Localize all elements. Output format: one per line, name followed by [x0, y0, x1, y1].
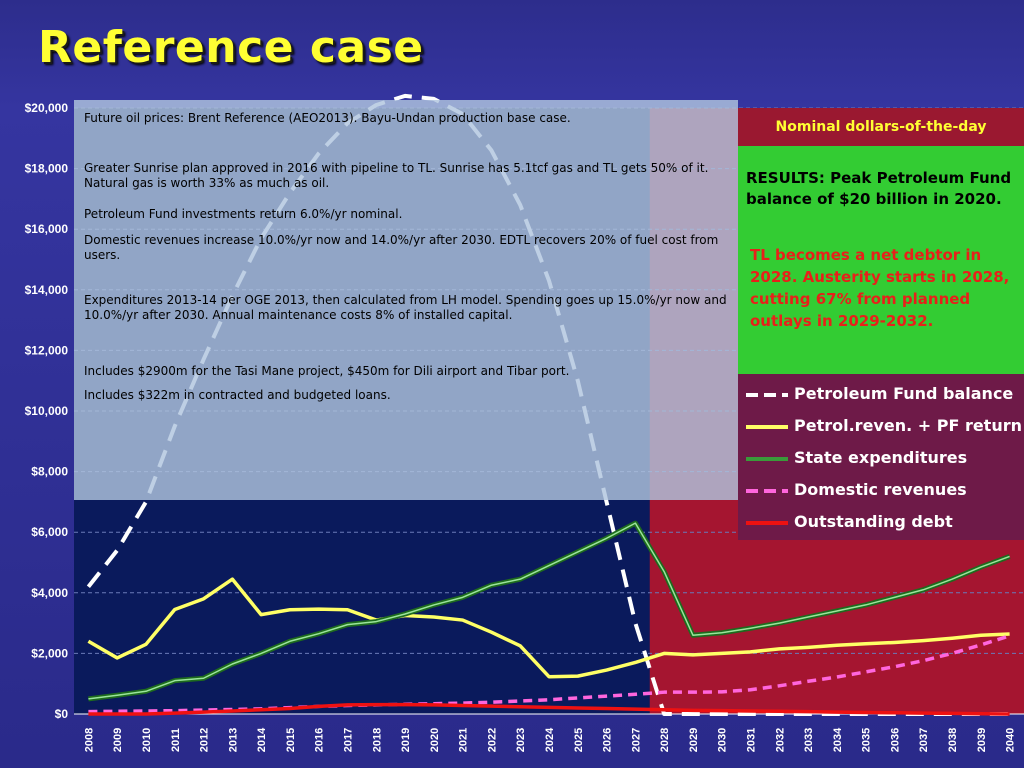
x-tick-label: 2023: [515, 728, 527, 752]
x-tick-label: 2025: [573, 728, 585, 752]
y-tick-label: $6,000: [31, 525, 68, 539]
legend-item: Petroleum Fund balance: [744, 382, 1024, 408]
x-tick-label: 2030: [717, 728, 729, 752]
x-tick-label: 2036: [889, 728, 901, 752]
slide-title: Reference case: [38, 22, 424, 73]
x-tick-label: 2010: [141, 728, 153, 752]
legend-item: State expenditures: [744, 446, 1024, 472]
x-tick-label: 2020: [429, 728, 441, 752]
assumptions-panel: [74, 100, 738, 500]
x-tick-label: 2031: [746, 728, 758, 752]
results-panel: RESULTS: Peak Petroleum Fund balance of …: [738, 146, 1024, 374]
series-line-state-expenditures: [88, 522, 1010, 700]
x-tick-label: 2040: [1005, 728, 1017, 752]
y-tick-label: $2,000: [31, 646, 68, 660]
y-tick-label: $4,000: [31, 586, 68, 600]
x-tick-label: 2035: [861, 728, 873, 752]
x-tick-label: 2034: [832, 727, 844, 752]
y-tick-label: $8,000: [31, 465, 68, 479]
legend-label: Domestic revenues: [794, 480, 967, 499]
x-tick-label: 2022: [486, 728, 498, 752]
x-tick-label: 2008: [83, 728, 95, 752]
results-text: RESULTS: Peak Petroleum Fund balance of …: [746, 169, 1012, 208]
legend-label: Petroleum Fund balance: [794, 384, 1014, 403]
x-tick-label: 2015: [285, 728, 297, 752]
x-tick-label: 2021: [458, 728, 470, 752]
y-tick-label: $0: [55, 707, 69, 721]
x-tick-label: 2009: [112, 728, 124, 752]
legend-item: Domestic revenues: [744, 478, 1024, 504]
x-tick-label: 2038: [947, 728, 959, 752]
y-tick-label: $16,000: [25, 222, 69, 236]
x-tick-label: 2024: [544, 727, 556, 752]
x-tick-label: 2027: [630, 728, 642, 752]
legend-label: Petrol.reven. + PF return: [794, 416, 1022, 435]
x-tick-label: 2011: [170, 728, 182, 752]
legend-swatch: [746, 393, 788, 397]
x-tick-label: 2033: [803, 728, 815, 752]
note-oil-prices: Future oil prices: Brent Reference (AEO2…: [84, 111, 571, 125]
y-tick-label: $12,000: [25, 343, 69, 357]
x-tick-label: 2039: [976, 728, 988, 752]
series-line-1: [87, 577, 1010, 679]
x-tick-label: 2012: [199, 728, 211, 752]
legend-item: Outstanding debt: [744, 510, 1024, 536]
y-tick-label: $18,000: [25, 162, 69, 176]
legend-swatch: [746, 521, 788, 525]
nominal-dollars-text: Nominal dollars-of-the-day: [775, 119, 987, 135]
legend-swatch: [746, 489, 788, 493]
y-tick-label: $10,000: [25, 404, 69, 418]
x-tick-label: 2026: [602, 728, 614, 752]
note-tasi-mane: Includes $2900m for the Tasi Mane projec…: [84, 364, 570, 378]
legend-label: Outstanding debt: [794, 512, 953, 531]
legend-label: State expenditures: [794, 448, 968, 467]
x-tick-label: 2019: [400, 728, 412, 752]
x-tick-label: 2014: [256, 727, 268, 752]
y-axis-ticks: $0 $2,000 $4,000 $6,000 $8,000 $10,000 $12,000…: [25, 101, 69, 721]
y-tick-label: $14,000: [25, 283, 69, 297]
x-axis-ticks: 2008 2009 2010 2011 2012 2013 2014 2015 2016 2017…: [83, 727, 1016, 752]
x-tick-label: 2016: [314, 728, 326, 752]
series-line-4: [88, 702, 1010, 716]
note-domestic-revenues: Domestic revenues increase 10.0%/yr now …: [84, 233, 719, 262]
note-sunrise: Greater Sunrise plan approved in 2016 wi…: [84, 161, 709, 190]
x-tick-label: 2029: [688, 728, 700, 752]
x-tick-label: 2032: [774, 728, 786, 752]
x-tick-label: 2037: [918, 728, 930, 752]
note-loans: Includes $322m in contracted and budgete…: [84, 388, 391, 402]
legend-swatch: [746, 425, 788, 429]
x-tick-label: 2013: [227, 728, 239, 752]
x-tick-label: 2018: [371, 728, 383, 752]
debtor-text: TL becomes a net debtor in 2028. Austeri…: [750, 246, 1010, 330]
x-tick-label: 2028: [659, 728, 671, 752]
legend-swatch: [746, 457, 788, 461]
nominal-dollars-label: Nominal dollars-of-the-day: [738, 108, 1024, 146]
note-fund-return: Petroleum Fund investments return 6.0%/y…: [84, 207, 403, 221]
legend: Petroleum Fund balance Petrol.reven. + PF…: [738, 374, 1024, 540]
y-tick-label: $20,000: [25, 101, 69, 115]
x-tick-label: 2017: [342, 728, 354, 752]
legend-item: Petrol.reven. + PF return: [744, 414, 1024, 440]
note-expenditures: Expenditures 2013-14 per OGE 2013, then …: [84, 293, 727, 322]
